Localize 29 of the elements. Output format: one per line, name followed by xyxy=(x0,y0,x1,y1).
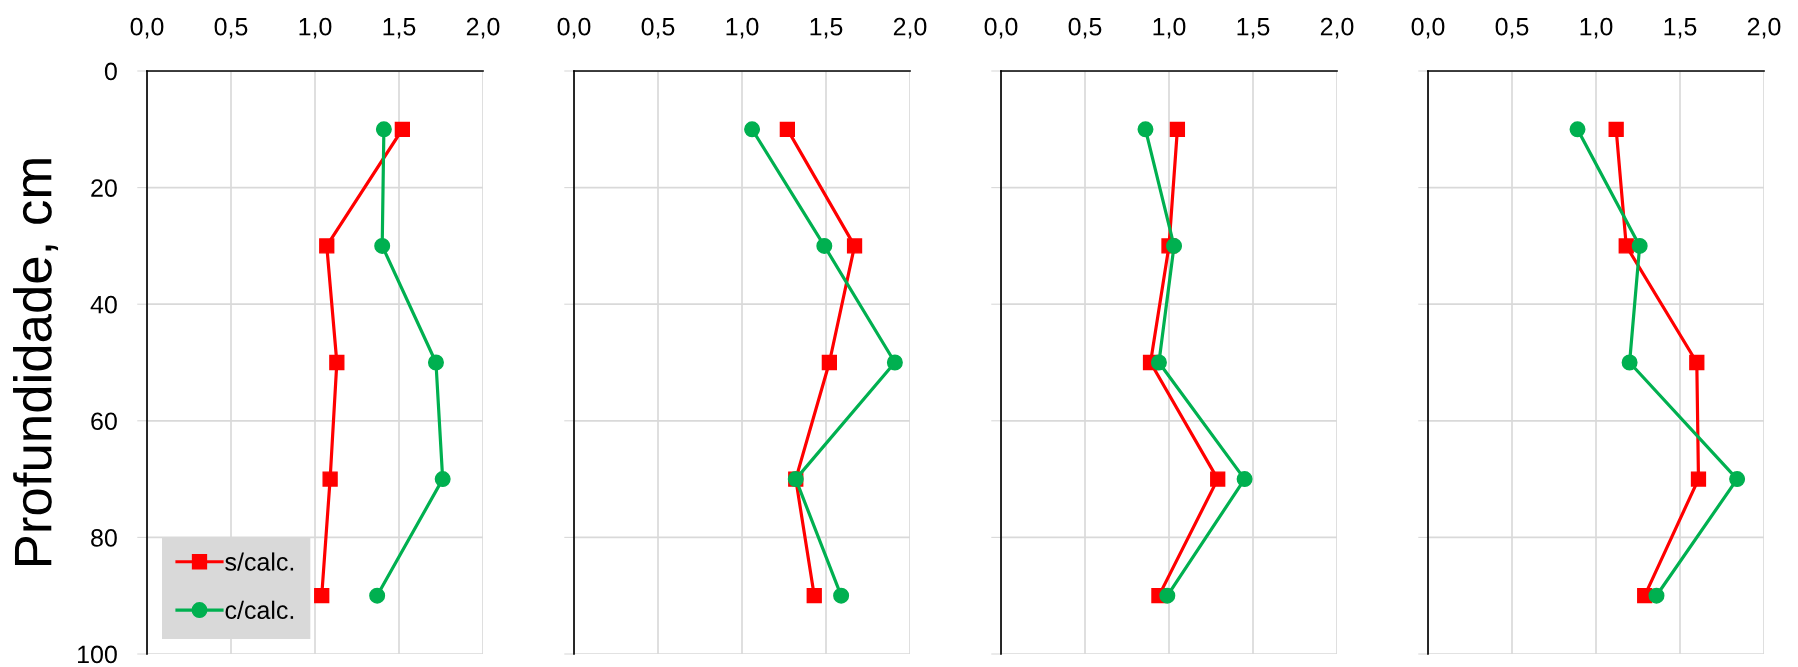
x-tick-label: 2,0 xyxy=(1320,17,1354,39)
y-tick-label: 80 xyxy=(91,529,117,547)
x-tick-label: 1,5 xyxy=(1664,18,1697,39)
x-tick-label: 0,5 xyxy=(641,17,675,39)
x-tick-label: 1,0 xyxy=(726,17,759,39)
x-tick-label: 1,5 xyxy=(1237,18,1270,39)
y-tick-label: 40 xyxy=(90,295,117,314)
x-tick-label: 0,0 xyxy=(130,17,164,39)
x-tick-label: 1,5 xyxy=(810,18,843,39)
y-tick-label: 60 xyxy=(91,412,117,431)
x-tick-label: 2,0 xyxy=(893,17,927,39)
x-tick-label: 0,5 xyxy=(1495,17,1529,39)
y-tick-label: 20 xyxy=(91,179,117,197)
x-tick-label: 0,5 xyxy=(1068,17,1102,39)
y-axis-title: Profundidade, cm xyxy=(13,159,59,565)
x-tick-label: 2,0 xyxy=(1747,17,1781,39)
legend-label: s/calc. xyxy=(225,552,294,571)
x-tick-label: 0,0 xyxy=(1411,17,1445,39)
x-tick-label: 2,0 xyxy=(466,17,500,39)
x-tick-label: 0,0 xyxy=(984,17,1018,39)
y-tick-label: 100 xyxy=(78,645,117,664)
x-tick-label: 1,0 xyxy=(1153,17,1186,39)
x-tick-label: 0,0 xyxy=(557,17,591,39)
x-tick-label: 0,5 xyxy=(214,17,248,39)
x-tick-label: 1,0 xyxy=(1580,17,1613,39)
x-tick-label: 1,5 xyxy=(383,18,416,39)
y-tick-label: 0 xyxy=(104,62,117,81)
legend-label: c/calc. xyxy=(225,600,294,620)
x-tick-label: 1,0 xyxy=(299,17,332,39)
